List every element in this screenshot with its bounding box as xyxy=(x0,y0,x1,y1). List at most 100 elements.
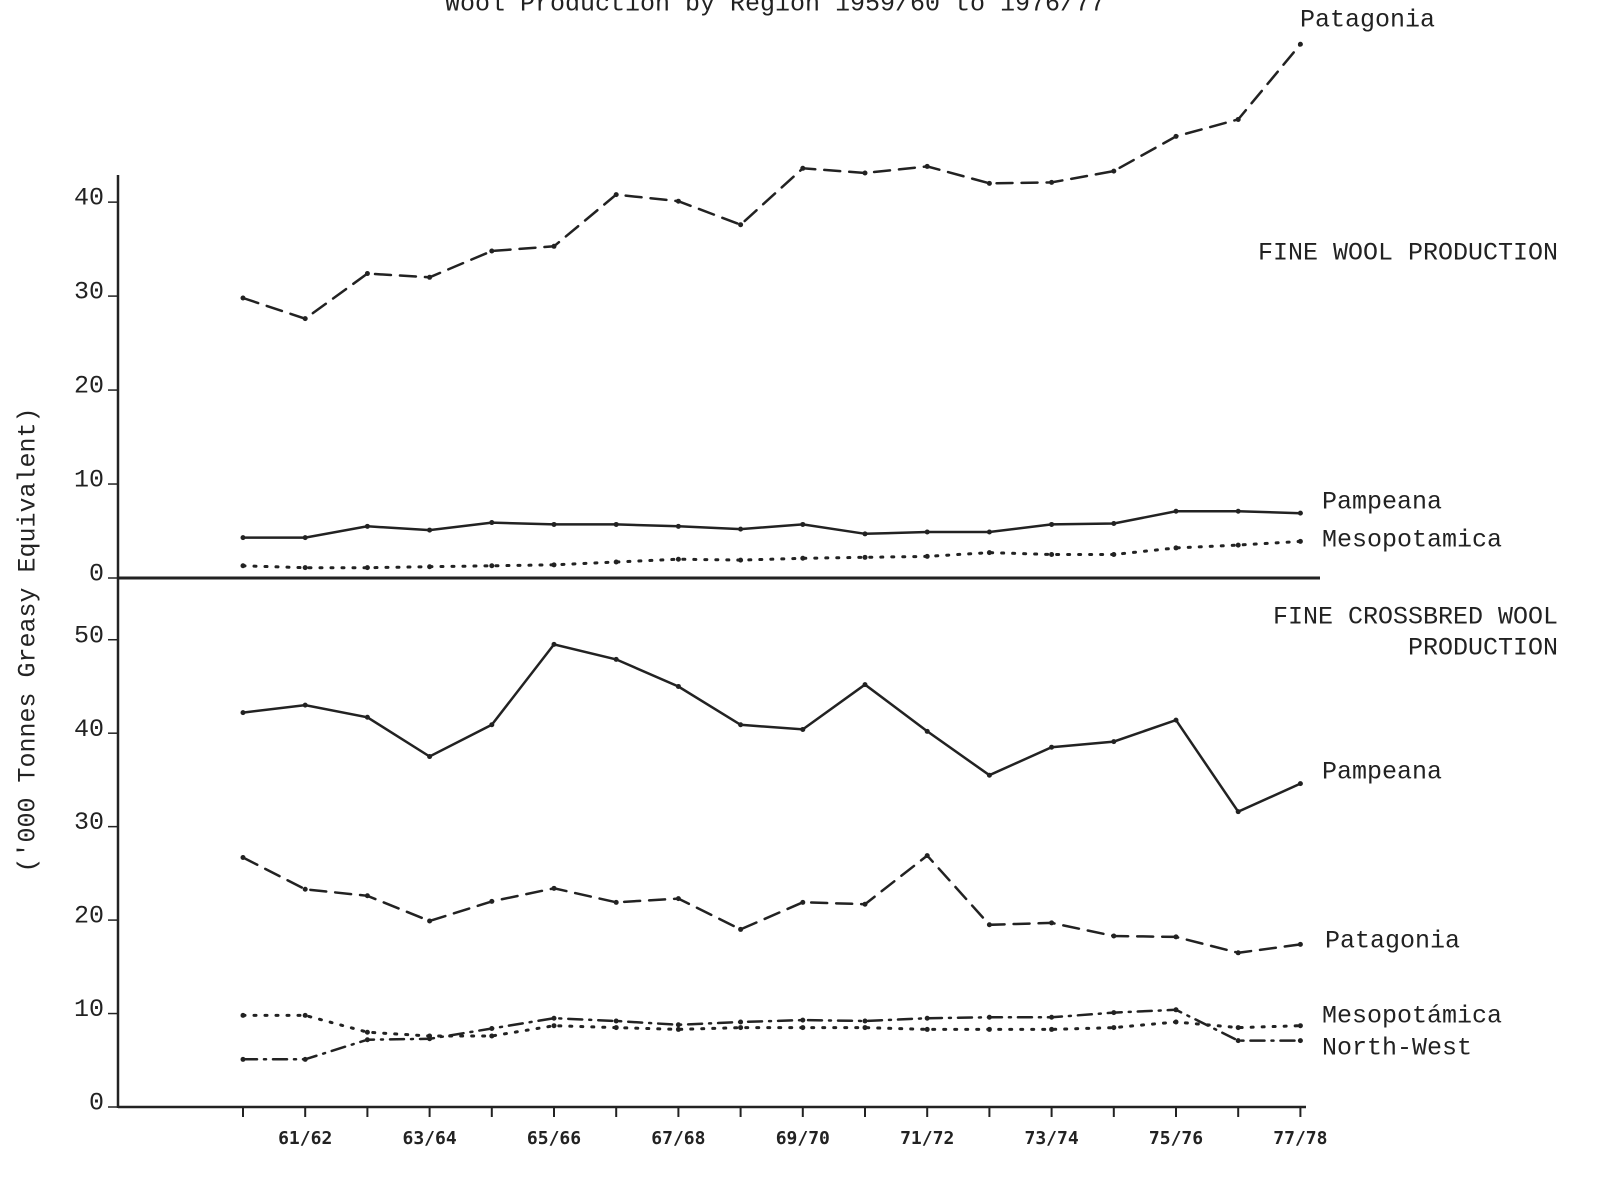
data-point xyxy=(302,1012,308,1018)
data-point xyxy=(613,192,619,198)
data-point xyxy=(986,550,992,556)
data-point xyxy=(1049,920,1055,926)
series-line xyxy=(241,43,1302,321)
data-point xyxy=(364,1037,370,1043)
data-point xyxy=(489,722,495,728)
data-point xyxy=(675,198,681,204)
data-point xyxy=(302,565,308,571)
data-point xyxy=(364,893,370,899)
series-line xyxy=(241,510,1302,539)
y-tick-label: 40 xyxy=(74,184,104,213)
data-point xyxy=(800,555,806,561)
series-line xyxy=(241,1013,1302,1038)
data-point xyxy=(240,563,246,569)
data-point xyxy=(1173,1019,1179,1025)
data-point xyxy=(1235,508,1241,514)
data-point xyxy=(862,554,868,560)
data-point xyxy=(1297,781,1303,787)
series-label: Mesopotamica xyxy=(1322,526,1502,555)
x-tick-label: 63/64 xyxy=(403,1128,457,1149)
y-tick-label: 40 xyxy=(74,715,104,744)
data-point xyxy=(1049,1014,1055,1020)
data-point xyxy=(1111,1025,1117,1031)
data-point xyxy=(1111,1010,1117,1016)
data-point xyxy=(1297,1023,1303,1029)
data-point xyxy=(240,295,246,301)
data-point xyxy=(302,702,308,708)
data-point xyxy=(800,165,806,171)
data-point xyxy=(1173,717,1179,723)
data-point xyxy=(240,854,246,860)
data-point xyxy=(489,898,495,904)
data-point xyxy=(800,726,806,732)
data-point xyxy=(302,1056,308,1062)
x-tick-label: 71/72 xyxy=(900,1128,954,1149)
data-point xyxy=(427,1036,433,1042)
data-point xyxy=(986,772,992,778)
data-point xyxy=(427,754,433,760)
data-point xyxy=(924,853,930,859)
y-tick-label: 20 xyxy=(74,902,104,931)
data-point xyxy=(364,1029,370,1035)
data-point xyxy=(1111,521,1117,526)
data-point xyxy=(986,1014,992,1020)
data-point xyxy=(551,1015,557,1021)
data-point xyxy=(1235,1025,1241,1031)
data-point xyxy=(1235,542,1241,548)
data-point xyxy=(1173,545,1179,551)
data-point xyxy=(862,682,868,688)
data-point xyxy=(738,222,744,228)
data-point xyxy=(738,722,744,728)
data-point xyxy=(364,523,370,529)
y-tick-label: 50 xyxy=(74,621,104,650)
data-point xyxy=(924,553,930,559)
data-point xyxy=(738,557,744,563)
x-tick-label: 61/62 xyxy=(278,1128,332,1149)
y-tick-label: 0 xyxy=(89,1089,104,1118)
data-point xyxy=(1297,41,1303,47)
data-point xyxy=(1111,552,1117,558)
data-point xyxy=(613,559,619,565)
series-label: Pampeana xyxy=(1322,758,1442,787)
y-tick-label: 0 xyxy=(89,560,104,589)
data-point xyxy=(1173,133,1179,139)
data-point xyxy=(613,899,619,905)
y-tick-label: 10 xyxy=(74,466,104,495)
data-point xyxy=(924,529,930,535)
data-point xyxy=(924,1026,930,1032)
data-point xyxy=(551,521,557,527)
data-point xyxy=(489,1033,495,1039)
data-point xyxy=(1111,739,1117,745)
data-point xyxy=(489,520,495,526)
data-point xyxy=(1297,941,1303,947)
data-point xyxy=(613,1025,619,1031)
data-point xyxy=(240,710,246,716)
x-tick-label: 67/68 xyxy=(651,1128,705,1149)
data-point xyxy=(302,316,308,322)
data-point xyxy=(1049,521,1055,527)
data-point xyxy=(551,885,557,891)
data-point xyxy=(800,1017,806,1023)
data-point xyxy=(489,1025,495,1031)
data-point xyxy=(1297,538,1303,544)
data-point xyxy=(675,896,681,902)
y-axis-label: ('000 Tonnes Greasy Equivalent) xyxy=(14,407,43,872)
series-line xyxy=(241,853,1302,955)
data-point xyxy=(1049,552,1055,558)
data-point xyxy=(551,243,557,249)
data-point xyxy=(1235,809,1241,815)
series-line xyxy=(241,1008,1302,1061)
data-point xyxy=(427,918,433,924)
data-point xyxy=(1173,1007,1179,1013)
panel-annotation: PRODUCTION xyxy=(1408,634,1558,663)
data-point xyxy=(302,886,308,892)
series-label: North-West xyxy=(1322,1034,1472,1063)
data-point xyxy=(489,248,495,254)
data-point xyxy=(613,656,619,662)
data-point xyxy=(986,922,992,928)
data-point xyxy=(675,1026,681,1032)
y-tick-label: 30 xyxy=(74,808,104,837)
panel-annotation: FINE CROSSBRED WOOL xyxy=(1273,603,1558,632)
series-label: Pampeana xyxy=(1322,488,1442,517)
